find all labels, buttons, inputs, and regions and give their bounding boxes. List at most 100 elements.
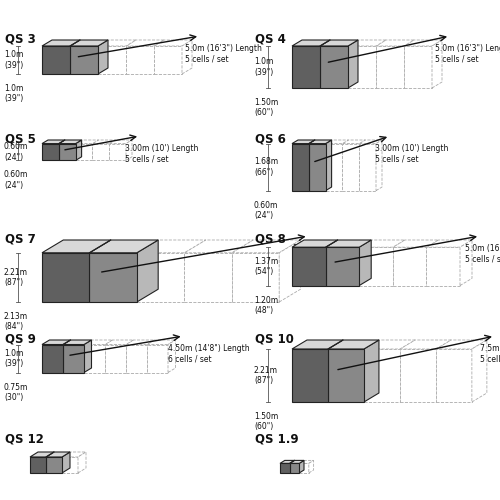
Text: 1.0m
(39"): 1.0m (39") [4,349,24,368]
Polygon shape [232,240,300,253]
Polygon shape [154,40,192,46]
Text: 0.60m
(24"): 0.60m (24") [4,170,28,190]
Polygon shape [42,340,70,344]
Polygon shape [126,340,154,344]
Polygon shape [126,344,147,372]
Polygon shape [326,240,371,247]
Polygon shape [126,40,164,46]
Polygon shape [292,349,328,402]
Text: 2.13m
(84"): 2.13m (84") [4,312,28,332]
Polygon shape [436,349,472,402]
Polygon shape [376,46,404,88]
Text: 10.65m (35') Length
5 cells / set: 10.65m (35') Length 5 cells / set [294,244,372,264]
Polygon shape [436,340,487,349]
Text: 3.00m (10') Length
5 cells / set: 3.00m (10') Length 5 cells / set [125,144,198,164]
Polygon shape [70,40,108,46]
Text: 1.50m
(60"): 1.50m (60") [254,98,278,117]
Polygon shape [46,457,62,473]
Polygon shape [126,46,154,74]
Polygon shape [299,460,314,464]
Polygon shape [280,460,294,464]
Polygon shape [42,344,63,372]
Text: QS 4: QS 4 [255,32,286,45]
Polygon shape [76,144,92,160]
Text: 1.20m
(48"): 1.20m (48") [254,296,278,315]
Text: 4.50m (14'8") Length
6 cells / set: 4.50m (14'8") Length 6 cells / set [168,344,250,364]
Polygon shape [42,240,110,253]
Polygon shape [359,247,393,286]
Polygon shape [78,452,86,473]
Polygon shape [320,40,358,46]
Polygon shape [184,240,253,253]
Polygon shape [154,46,182,74]
Text: QS 10: QS 10 [255,332,294,345]
Polygon shape [348,40,386,46]
Text: 3.00m (10') Length
5 cells / set: 3.00m (10') Length 5 cells / set [375,144,448,164]
Text: 2.21m
(87"): 2.21m (87") [4,268,28,287]
Text: QS 7: QS 7 [5,232,36,245]
Text: 0.75m
(30"): 0.75m (30") [4,382,28,402]
Polygon shape [359,240,405,247]
Text: QS 9: QS 9 [5,332,36,345]
Polygon shape [105,340,134,344]
Polygon shape [328,340,379,349]
Polygon shape [84,340,92,372]
Polygon shape [342,144,359,190]
Polygon shape [98,40,108,74]
Polygon shape [62,457,78,473]
Polygon shape [426,247,460,286]
Polygon shape [404,40,442,46]
Polygon shape [292,144,309,190]
Text: 7.5m (24'7") Length
5 cells / set: 7.5m (24'7") Length 5 cells / set [480,344,500,364]
Polygon shape [105,344,126,372]
Polygon shape [364,340,415,349]
Polygon shape [292,140,315,143]
Polygon shape [292,240,338,247]
Polygon shape [326,140,332,190]
Text: 0.60m
(24"): 0.60m (24") [4,142,28,162]
Polygon shape [147,340,176,344]
Polygon shape [292,340,343,349]
Polygon shape [292,40,330,46]
Polygon shape [348,46,376,88]
Text: 2.21m
(87"): 2.21m (87") [254,366,278,385]
Text: 1.50m
(60"): 1.50m (60") [254,412,278,432]
Text: 1.0m
(39"): 1.0m (39") [4,50,24,70]
Polygon shape [42,40,80,46]
Polygon shape [109,144,126,160]
Polygon shape [42,144,59,160]
Polygon shape [137,240,205,253]
Polygon shape [30,457,46,473]
Text: 1.0m
(39"): 1.0m (39") [254,58,274,76]
Polygon shape [359,140,382,143]
Polygon shape [404,46,432,88]
Polygon shape [290,460,304,464]
Polygon shape [280,464,289,473]
Polygon shape [90,240,158,253]
Polygon shape [472,340,487,402]
Polygon shape [326,247,359,286]
Polygon shape [84,344,105,372]
Text: QS 12: QS 12 [5,432,44,445]
Polygon shape [182,40,192,74]
Polygon shape [364,349,400,402]
Text: 5.0m (16'3") Length
5 cells / set: 5.0m (16'3") Length 5 cells / set [185,44,262,64]
Polygon shape [232,253,279,302]
Polygon shape [137,240,158,302]
Polygon shape [309,460,314,473]
Polygon shape [279,240,300,302]
Polygon shape [326,144,342,190]
Polygon shape [92,144,109,160]
Polygon shape [426,240,472,247]
Text: 1.0m
(39"): 1.0m (39") [4,84,24,103]
Polygon shape [42,46,70,74]
Polygon shape [42,253,90,302]
Polygon shape [63,340,92,344]
Polygon shape [76,140,98,143]
Polygon shape [364,340,379,402]
Polygon shape [460,240,472,286]
Polygon shape [400,340,451,349]
Polygon shape [342,140,365,143]
Polygon shape [400,349,436,402]
Text: 5.0m (16'3") Length
5 cells / set: 5.0m (16'3") Length 5 cells / set [465,244,500,264]
